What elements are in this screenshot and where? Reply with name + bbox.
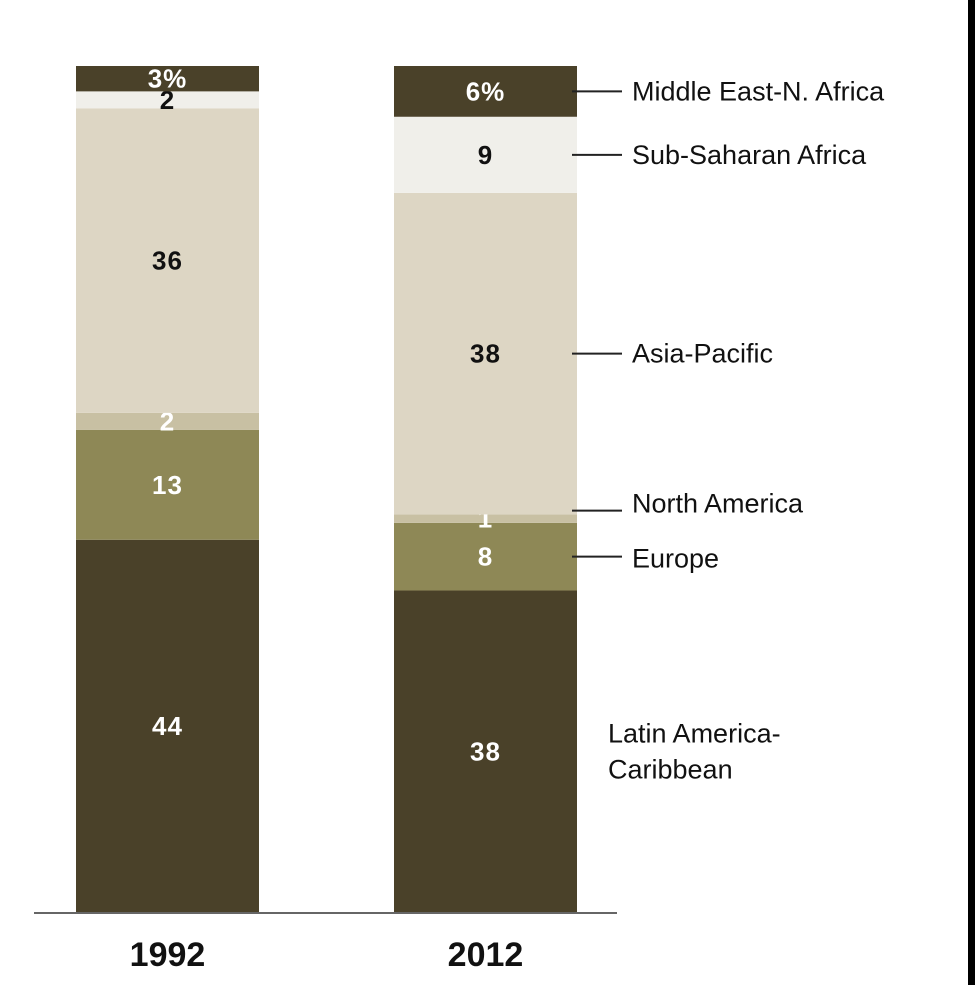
- data-label-asia-pacific-1992: 36: [152, 246, 183, 276]
- bar-segment-europe-2012: [394, 522, 577, 591]
- bar-segment-sub-saharan-africa-2012: [394, 116, 577, 193]
- category-label-2012: 2012: [448, 936, 524, 974]
- data-label-asia-pacific-2012: 38: [470, 339, 501, 369]
- data-label-north-america-1992: 2: [160, 406, 175, 436]
- legend-text-line: Latin America-: [608, 718, 781, 748]
- category-label-1992: 1992: [130, 936, 206, 974]
- data-label-sub-saharan-africa-2012: 9: [478, 140, 493, 170]
- data-label-latin-america-caribbean-2012: 38: [470, 736, 501, 766]
- data-label-sub-saharan-africa-1992: 2: [160, 85, 175, 115]
- legend-text-line: Caribbean: [608, 754, 733, 784]
- legend-text-line: North America: [632, 489, 804, 519]
- legend-item-middle-east-n-africa: Middle East-N. Africa: [632, 76, 885, 106]
- legend-text-line: Europe: [632, 544, 719, 574]
- legend-item-sub-saharan-africa: Sub-Saharan Africa: [632, 140, 867, 170]
- bar-segment-latin-america-caribbean-2012: [394, 590, 577, 912]
- data-label-europe-1992: 13: [152, 470, 183, 500]
- bar-segment-sub-saharan-africa-1992: [76, 91, 259, 109]
- legend-text-line: Asia-Pacific: [632, 339, 773, 369]
- bar-segment-asia-pacific-2012: [394, 192, 577, 515]
- legend-item-asia-pacific: Asia-Pacific: [632, 339, 773, 369]
- bar-segment-north-america-1992: [76, 412, 259, 430]
- data-label-middle-east-n-africa-1992: 3%: [148, 64, 188, 94]
- bar-segment-middle-east-n-africa-2012: [394, 66, 577, 117]
- legend-text-line: Middle East-N. Africa: [632, 76, 885, 106]
- legend-item-north-america: North America: [632, 489, 804, 519]
- data-label-middle-east-n-africa-2012: 6%: [466, 76, 506, 106]
- data-label-latin-america-caribbean-1992: 44: [152, 711, 183, 741]
- bar-segment-middle-east-n-africa-1992: [76, 66, 259, 92]
- data-label-europe-2012: 8: [478, 542, 493, 572]
- legend-text-line: Sub-Saharan Africa: [632, 140, 867, 170]
- bar-segment-europe-1992: [76, 429, 259, 540]
- bar-segment-north-america-2012: [394, 514, 577, 523]
- legend-item-latin-america-caribbean: Latin America- Caribbean: [608, 718, 781, 784]
- bar-segment-latin-america-caribbean-1992: [76, 539, 259, 912]
- legend-item-europe: Europe: [632, 544, 719, 574]
- bar-segment-asia-pacific-1992: [76, 108, 259, 413]
